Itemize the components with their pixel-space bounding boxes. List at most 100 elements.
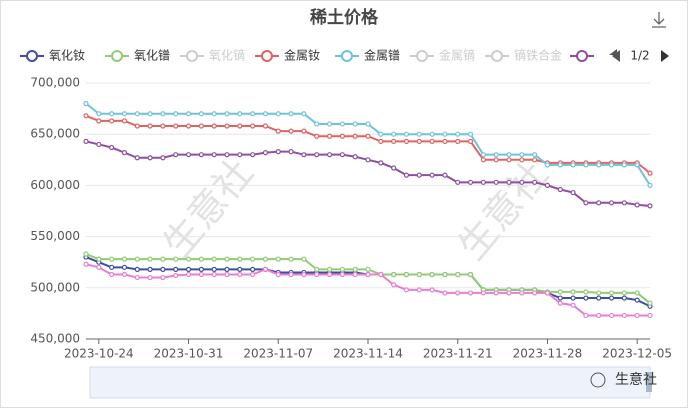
data-zoom[interactable] bbox=[89, 366, 651, 399]
data-point bbox=[96, 118, 102, 124]
data-point bbox=[109, 256, 115, 262]
data-point bbox=[519, 290, 525, 296]
data-point bbox=[378, 271, 384, 278]
data-point bbox=[275, 271, 281, 278]
data-point bbox=[557, 289, 563, 295]
data-point bbox=[134, 111, 140, 117]
data-point bbox=[365, 271, 371, 278]
data-point bbox=[275, 111, 281, 117]
data-point bbox=[544, 182, 551, 188]
download-glyph bbox=[652, 12, 666, 28]
data-point bbox=[173, 123, 179, 129]
data-point bbox=[134, 155, 140, 161]
data-point bbox=[314, 133, 320, 139]
data-point bbox=[121, 264, 128, 270]
data-point bbox=[583, 312, 589, 319]
data-point bbox=[634, 290, 640, 296]
data-point bbox=[442, 172, 448, 178]
data-point bbox=[570, 162, 576, 168]
download-icon[interactable] bbox=[652, 12, 666, 28]
data-point bbox=[532, 152, 538, 158]
data-point bbox=[378, 131, 384, 137]
legend-label: 镝铁合金 bbox=[514, 48, 562, 63]
data-point bbox=[596, 290, 602, 296]
data-point bbox=[647, 312, 653, 319]
data-point bbox=[237, 152, 243, 158]
data-point bbox=[557, 295, 563, 301]
data-point bbox=[198, 271, 204, 278]
data-point bbox=[160, 155, 166, 161]
data-point bbox=[326, 152, 333, 158]
data-point bbox=[339, 133, 345, 139]
data-point bbox=[109, 111, 115, 117]
data-point bbox=[262, 111, 269, 117]
x-tick-label: 2023-11-14 bbox=[333, 347, 403, 361]
data-point bbox=[250, 152, 256, 158]
data-point bbox=[198, 256, 204, 262]
data-point bbox=[185, 271, 192, 278]
data-point bbox=[109, 144, 115, 151]
data-point bbox=[480, 290, 486, 296]
legend-next[interactable] bbox=[661, 50, 669, 62]
data-point bbox=[301, 111, 307, 117]
data-point bbox=[211, 111, 217, 117]
data-point bbox=[608, 312, 615, 319]
data-point bbox=[416, 138, 422, 144]
data-point bbox=[211, 123, 217, 129]
data-point bbox=[339, 152, 345, 158]
data-point bbox=[339, 266, 345, 272]
data-point bbox=[455, 179, 461, 185]
data-point bbox=[391, 165, 397, 171]
data-point bbox=[391, 271, 397, 278]
legend-prev[interactable] bbox=[609, 49, 617, 55]
data-point bbox=[634, 162, 640, 168]
data-point bbox=[147, 274, 153, 281]
data-point bbox=[532, 290, 538, 296]
data-point bbox=[109, 118, 115, 124]
data-point bbox=[583, 162, 589, 168]
zoom-handle[interactable] bbox=[646, 372, 652, 392]
data-point bbox=[583, 289, 589, 295]
data-point bbox=[314, 152, 320, 158]
legend-prev-arrow[interactable] bbox=[612, 50, 620, 62]
legend-icon bbox=[491, 50, 503, 62]
data-point bbox=[570, 295, 576, 301]
data-point bbox=[224, 123, 230, 129]
y-tick-label: 650,000 bbox=[30, 127, 80, 141]
data-point bbox=[314, 271, 320, 278]
data-point bbox=[134, 123, 140, 129]
data-point bbox=[467, 179, 474, 185]
legend-label: 氧化镨 bbox=[134, 48, 170, 63]
data-point bbox=[429, 138, 435, 144]
data-point bbox=[621, 162, 627, 168]
data-point bbox=[608, 290, 615, 296]
data-point bbox=[211, 266, 217, 272]
x-tick-label: 2023-11-21 bbox=[423, 347, 493, 361]
data-point bbox=[288, 128, 294, 134]
data-point bbox=[455, 131, 461, 137]
data-point bbox=[250, 256, 256, 262]
data-point bbox=[634, 202, 640, 208]
data-point bbox=[262, 266, 269, 272]
legend-icon bbox=[341, 50, 353, 62]
data-point bbox=[442, 138, 448, 144]
data-point bbox=[583, 200, 589, 206]
data-point bbox=[160, 266, 166, 272]
data-point bbox=[237, 111, 243, 117]
data-point bbox=[403, 172, 410, 178]
data-point bbox=[262, 123, 269, 129]
data-point bbox=[467, 290, 474, 296]
data-point bbox=[275, 128, 281, 134]
data-point bbox=[326, 266, 333, 272]
data-point bbox=[608, 200, 615, 206]
data-point bbox=[493, 157, 499, 163]
x-tick-label: 2023-10-31 bbox=[154, 347, 224, 361]
data-point bbox=[352, 121, 358, 127]
data-point bbox=[83, 138, 89, 144]
data-point bbox=[198, 152, 204, 158]
data-point bbox=[326, 271, 333, 278]
data-point bbox=[455, 290, 461, 296]
data-point bbox=[416, 131, 422, 137]
legend-icon bbox=[111, 50, 123, 62]
data-point bbox=[583, 295, 589, 301]
